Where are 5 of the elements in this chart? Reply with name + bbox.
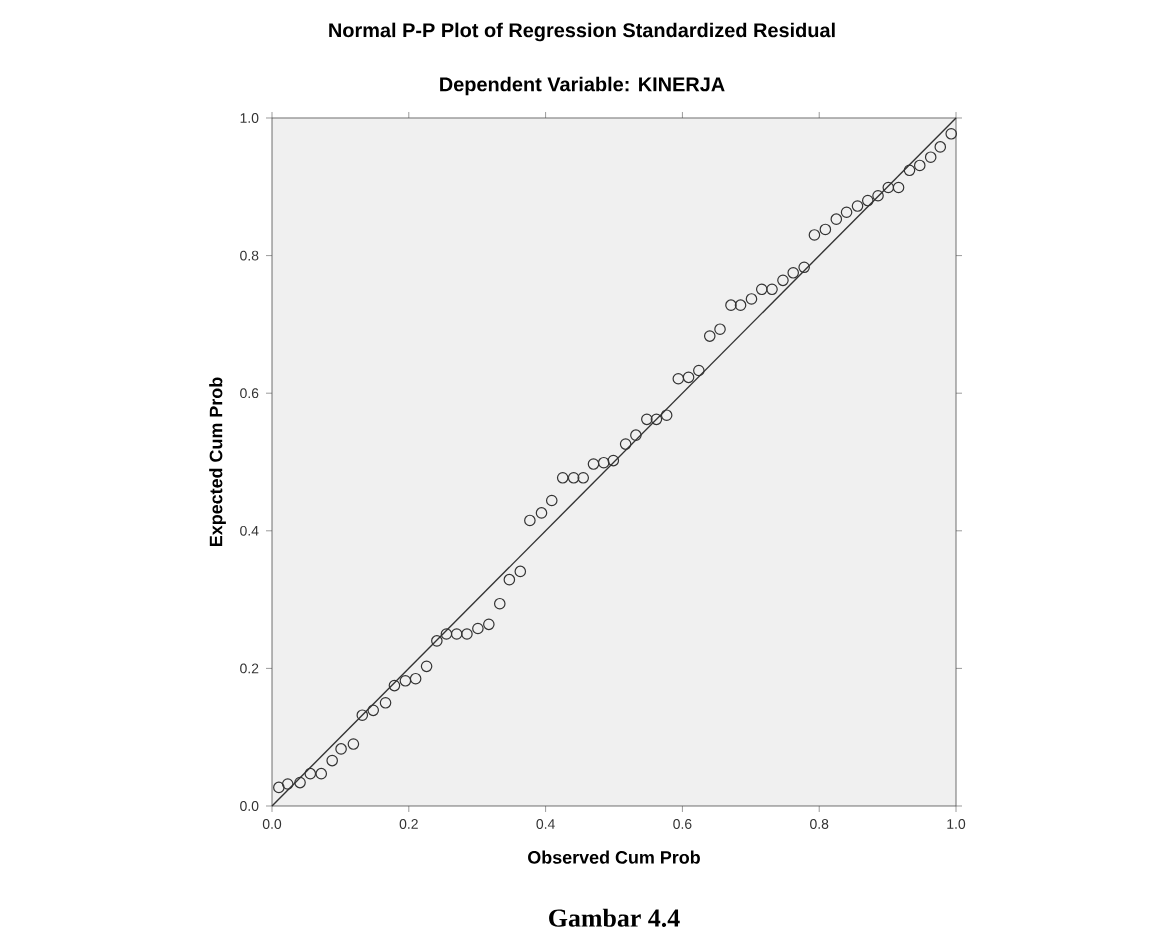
y-axis-title: Expected Cum Prob	[209, 377, 226, 547]
chart-title: Normal P-P Plot of Regression Standardized Residual	[329, 22, 835, 42]
x-axis-title: Observed Cum Prob	[528, 850, 700, 864]
chart-subtitle: Dependent Variable: KINERJA	[440, 76, 725, 96]
text: Gambar 4.4	[549, 908, 680, 927]
